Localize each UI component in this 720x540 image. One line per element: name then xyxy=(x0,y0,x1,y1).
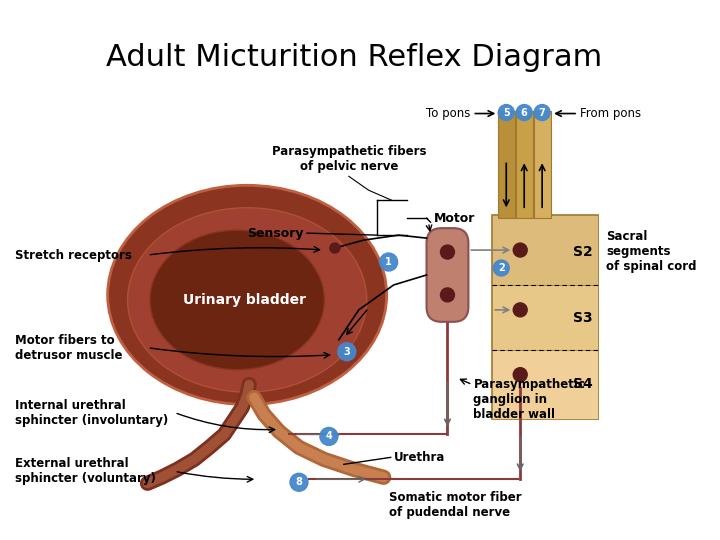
Text: S4: S4 xyxy=(573,376,593,390)
Circle shape xyxy=(513,368,527,382)
Text: S2: S2 xyxy=(573,245,593,259)
Text: Urethra: Urethra xyxy=(394,451,445,464)
Bar xyxy=(492,215,598,285)
Text: S3: S3 xyxy=(573,311,593,325)
Circle shape xyxy=(441,245,454,259)
Bar xyxy=(492,350,598,420)
Text: 5: 5 xyxy=(503,107,510,118)
Circle shape xyxy=(338,343,356,361)
Text: Motor fibers to
detrusor muscle: Motor fibers to detrusor muscle xyxy=(15,334,122,362)
Circle shape xyxy=(290,473,308,491)
Text: Somatic motor fiber
of pudendal nerve: Somatic motor fiber of pudendal nerve xyxy=(389,491,521,519)
Circle shape xyxy=(513,243,527,257)
Bar xyxy=(492,285,598,350)
Text: 1: 1 xyxy=(385,257,392,267)
Text: Stretch receptors: Stretch receptors xyxy=(15,248,132,261)
Text: 6: 6 xyxy=(521,107,528,118)
Ellipse shape xyxy=(107,185,387,404)
Circle shape xyxy=(534,105,550,120)
Bar xyxy=(516,111,534,218)
Text: Urinary bladder: Urinary bladder xyxy=(183,293,306,307)
Circle shape xyxy=(441,288,454,302)
Ellipse shape xyxy=(150,230,325,370)
Text: 3: 3 xyxy=(343,347,350,357)
Text: To pons: To pons xyxy=(426,107,470,120)
FancyBboxPatch shape xyxy=(426,228,469,322)
Text: Sacral
segments
of spinal cord: Sacral segments of spinal cord xyxy=(606,230,696,273)
Circle shape xyxy=(320,428,338,445)
Bar xyxy=(498,111,516,218)
Bar xyxy=(492,215,598,420)
Text: Parasympathetic fibers
of pelvic nerve: Parasympathetic fibers of pelvic nerve xyxy=(271,145,426,173)
Text: 2: 2 xyxy=(498,263,505,273)
Text: From pons: From pons xyxy=(580,107,641,120)
Circle shape xyxy=(513,303,527,317)
Text: 7: 7 xyxy=(539,107,546,118)
Ellipse shape xyxy=(127,208,366,392)
Circle shape xyxy=(330,243,340,253)
Text: Adult Micturition Reflex Diagram: Adult Micturition Reflex Diagram xyxy=(106,43,602,72)
Text: Sensory: Sensory xyxy=(248,227,304,240)
Text: Internal urethral
sphincter (involuntary): Internal urethral sphincter (involuntary… xyxy=(15,399,168,427)
Circle shape xyxy=(493,260,509,276)
Circle shape xyxy=(498,105,514,120)
Text: 4: 4 xyxy=(325,431,332,441)
Text: External urethral
sphincter (voluntary): External urethral sphincter (voluntary) xyxy=(15,457,156,485)
Circle shape xyxy=(379,253,397,271)
Bar xyxy=(534,111,551,218)
Text: Parasympathetic
ganglion in
bladder wall: Parasympathetic ganglion in bladder wall xyxy=(473,377,585,421)
Text: 8: 8 xyxy=(295,477,302,487)
Circle shape xyxy=(516,105,532,120)
Text: Motor: Motor xyxy=(433,212,475,225)
